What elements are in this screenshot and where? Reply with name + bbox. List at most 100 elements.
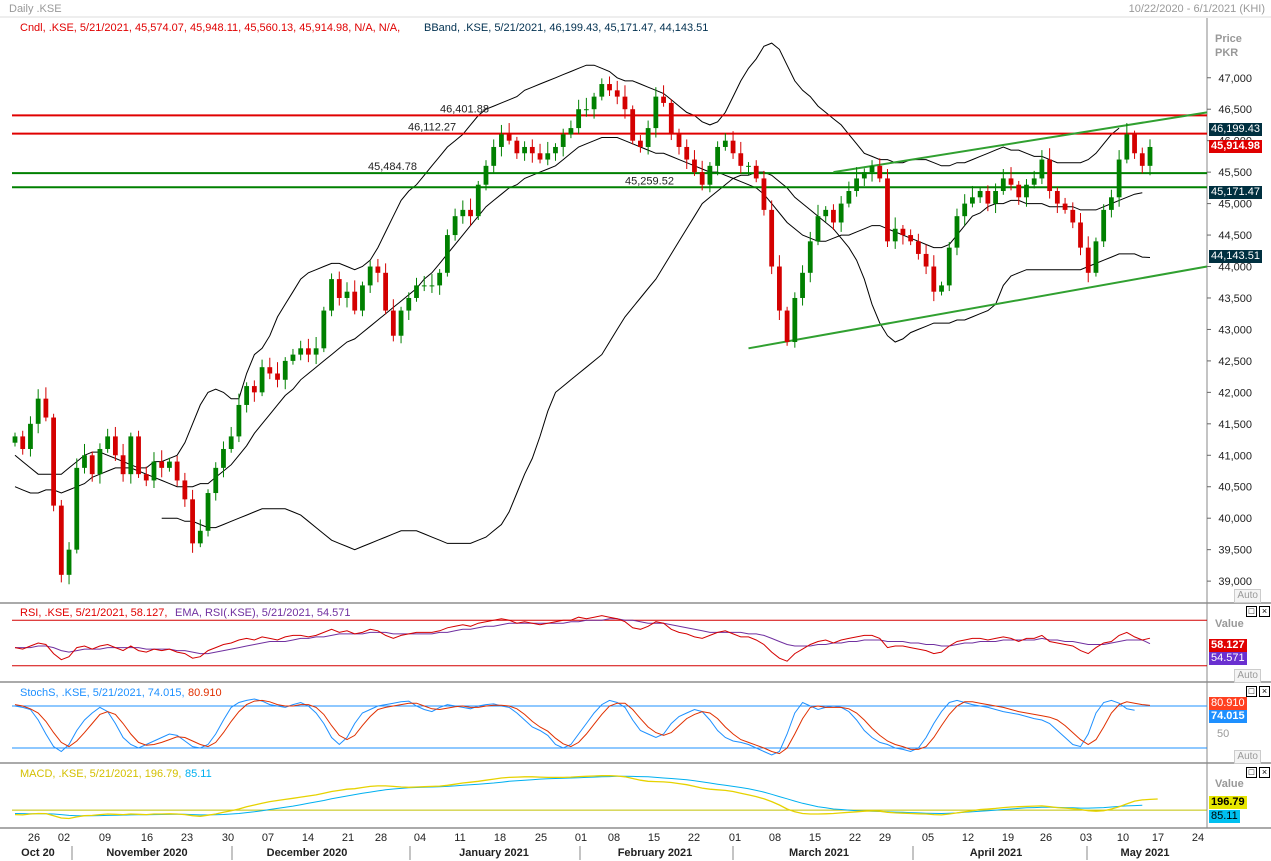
candle-body bbox=[722, 140, 728, 147]
price-tick-label: 43,000 bbox=[1218, 324, 1252, 336]
candle-body bbox=[236, 404, 242, 437]
candle-body bbox=[499, 134, 504, 147]
candle-body bbox=[684, 146, 690, 160]
candle-body bbox=[1147, 146, 1153, 166]
bb-upper-tag: 46,199.43 bbox=[1209, 123, 1262, 136]
candle-body bbox=[537, 153, 543, 160]
candle-body bbox=[1116, 159, 1122, 198]
horizontal-line-label: 45,484.78 bbox=[368, 161, 417, 173]
month-label: May 2021 bbox=[1121, 847, 1170, 859]
candle-body bbox=[823, 209, 829, 217]
candle-body bbox=[58, 505, 64, 575]
rsi-close-button[interactable]: × bbox=[1259, 606, 1270, 617]
stoch-k-line bbox=[14, 698, 1135, 756]
candle-body bbox=[885, 178, 890, 242]
candle-body bbox=[560, 134, 566, 147]
bollinger-upper-line bbox=[14, 42, 1120, 475]
date-tick-label: 05 bbox=[922, 832, 934, 844]
price-auto-scale-button[interactable]: Auto bbox=[1234, 589, 1261, 603]
ema-legend: EMA, RSI(.KSE), 5/21/2021, 54.571 bbox=[175, 607, 351, 619]
candle-body bbox=[715, 146, 721, 166]
candle-body bbox=[491, 146, 497, 166]
date-tick-label: 29 bbox=[879, 832, 891, 844]
month-label: February 2021 bbox=[618, 847, 693, 859]
candle-body bbox=[213, 467, 219, 494]
candle-body bbox=[630, 109, 636, 141]
candle-body bbox=[1039, 159, 1045, 179]
signal-value-tag: 85.11 bbox=[1209, 810, 1240, 823]
month-label: January 2021 bbox=[459, 847, 529, 859]
rsi-legend: RSI, .KSE, 5/21/2021, 58.127, bbox=[20, 607, 168, 619]
candle-body bbox=[506, 134, 512, 141]
candle-body bbox=[82, 455, 87, 468]
date-tick-label: 14 bbox=[302, 832, 314, 844]
signal-legend: 85.11 bbox=[185, 768, 212, 780]
candle-body bbox=[784, 310, 790, 343]
candle-body bbox=[1070, 209, 1076, 223]
candle-body bbox=[915, 241, 921, 254]
candle-body bbox=[97, 448, 103, 475]
candle-body bbox=[753, 165, 759, 179]
price-tick-label: 47,000 bbox=[1218, 73, 1252, 85]
candle-body bbox=[985, 191, 991, 204]
candle-body bbox=[197, 530, 203, 544]
candle-body bbox=[251, 386, 257, 393]
candle-body bbox=[892, 228, 898, 242]
bb-lower-tag: 44,143.51 bbox=[1209, 250, 1262, 263]
date-tick-label: 15 bbox=[648, 832, 660, 844]
candle-body bbox=[228, 436, 234, 449]
candle-body bbox=[390, 310, 396, 336]
candle-body bbox=[1124, 134, 1130, 160]
candle-body bbox=[151, 461, 157, 481]
candle-body bbox=[182, 480, 188, 500]
candle-body bbox=[1132, 134, 1137, 154]
stoch-legend-d: 80.910 bbox=[188, 687, 222, 699]
candle-body bbox=[1101, 209, 1107, 242]
candle-body bbox=[622, 96, 628, 110]
price-tick-label: 43,500 bbox=[1218, 293, 1252, 305]
price-tick-label: 44,000 bbox=[1218, 262, 1252, 274]
price-axis-title: Price bbox=[1215, 33, 1242, 45]
candle-body bbox=[761, 178, 767, 210]
date-tick-label: 22 bbox=[688, 832, 700, 844]
rsi-maximize-button[interactable]: □ bbox=[1246, 606, 1257, 617]
candle-body bbox=[89, 455, 95, 475]
macd-close-button[interactable]: × bbox=[1259, 767, 1270, 778]
candle-body bbox=[1024, 184, 1029, 198]
candle-body bbox=[939, 285, 944, 292]
stoch-maximize-button[interactable]: □ bbox=[1246, 686, 1257, 697]
candle-body bbox=[568, 128, 574, 135]
rsi-auto-scale-button[interactable]: Auto bbox=[1234, 669, 1261, 683]
stoch-auto-scale-button[interactable]: Auto bbox=[1234, 750, 1261, 764]
candle-body bbox=[815, 216, 821, 242]
stoch-close-button[interactable]: × bbox=[1259, 686, 1270, 697]
trendline-lower bbox=[748, 265, 1208, 350]
candle-body bbox=[421, 285, 427, 287]
candle-body bbox=[74, 467, 80, 550]
candle-body bbox=[468, 209, 473, 217]
candle-body bbox=[962, 203, 968, 217]
candle-body bbox=[306, 348, 311, 355]
candle-body bbox=[591, 96, 597, 110]
candle-body bbox=[831, 209, 836, 223]
candle-body bbox=[638, 140, 643, 147]
date-tick-label: 08 bbox=[608, 832, 620, 844]
macd-maximize-button[interactable]: □ bbox=[1246, 767, 1257, 778]
candle-body bbox=[1062, 203, 1068, 210]
date-tick-label: 07 bbox=[262, 832, 274, 844]
candle-body bbox=[205, 493, 211, 531]
candle-body bbox=[877, 165, 883, 179]
candle-body bbox=[730, 140, 736, 154]
bband-legend: BBand, .KSE, 5/21/2021, 46,199.43, 45,17… bbox=[424, 22, 709, 34]
month-label: Oct 20 bbox=[21, 847, 55, 859]
date-tick-label: 18 bbox=[494, 832, 506, 844]
candle-body bbox=[282, 360, 288, 380]
date-tick-label: 01 bbox=[729, 832, 741, 844]
candle-body bbox=[1008, 178, 1014, 185]
date-tick-label: 12 bbox=[962, 832, 974, 844]
candle-body bbox=[167, 461, 172, 468]
stoch-k-tag: 74.015 bbox=[1209, 710, 1247, 723]
candle-body bbox=[614, 90, 620, 97]
candle-body bbox=[1139, 153, 1145, 166]
